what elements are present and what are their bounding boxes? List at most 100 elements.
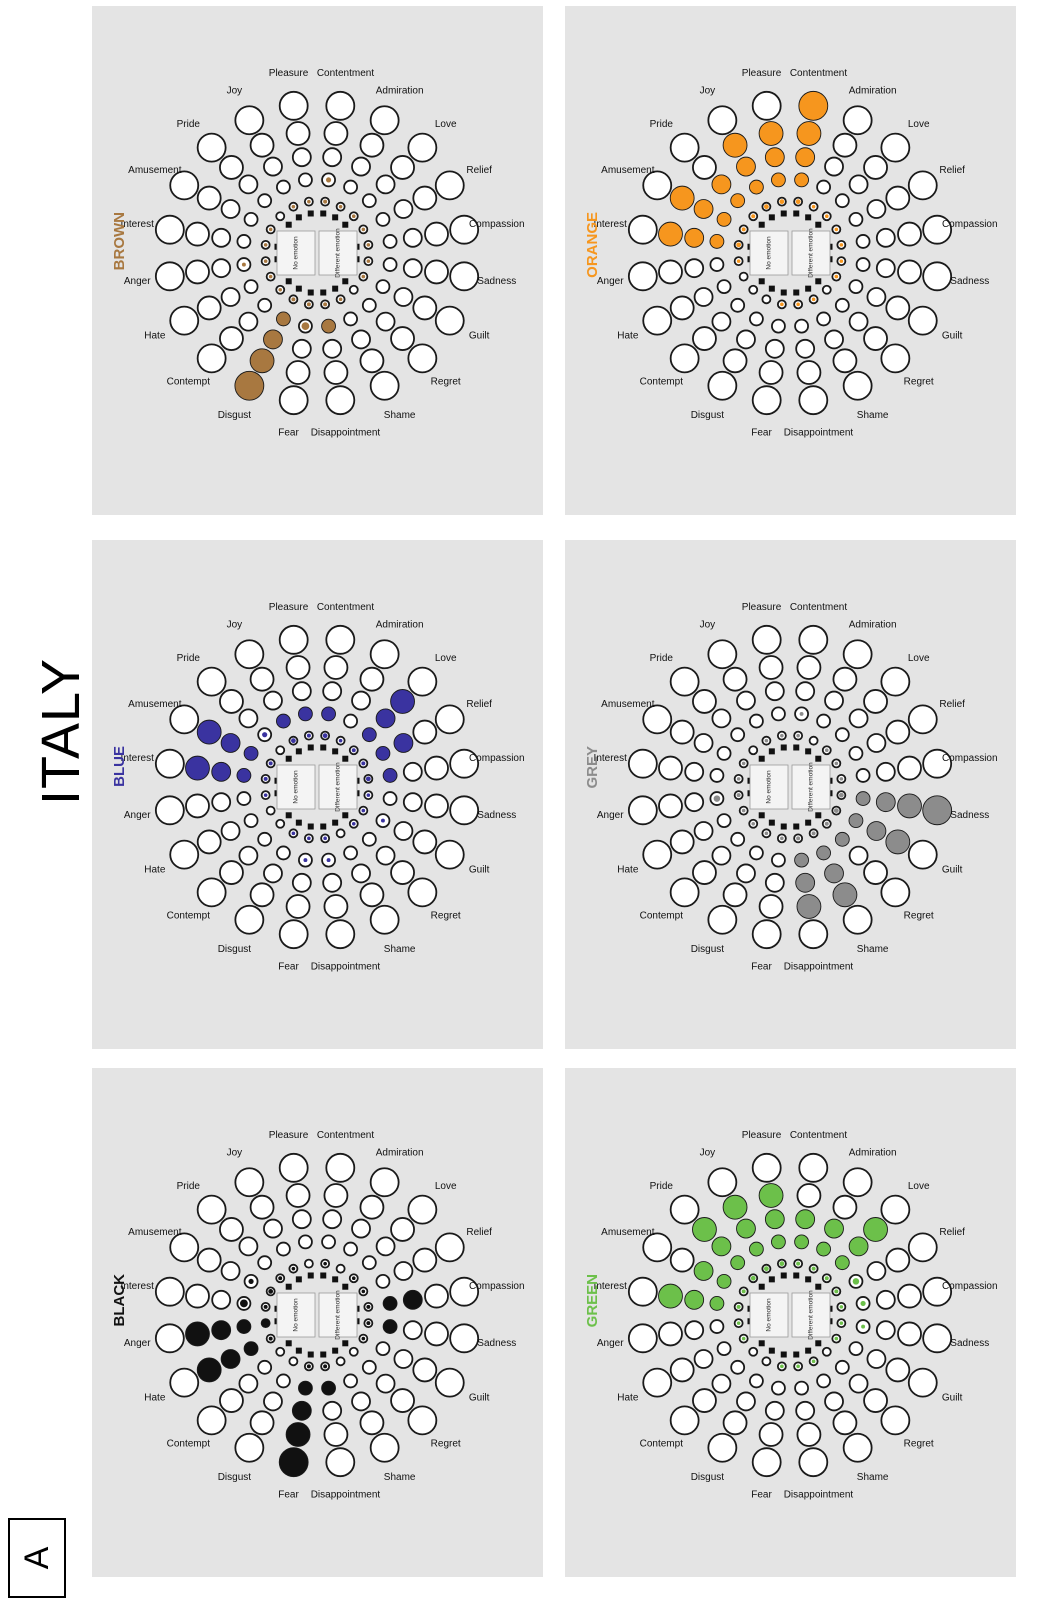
- emotion-label: Pleasure: [742, 68, 782, 79]
- response-dot: [876, 793, 895, 812]
- intensity-circle: [285, 655, 311, 680]
- neutral-marker: [332, 1347, 339, 1354]
- intensity-circle: [669, 343, 700, 374]
- response-dot: [796, 1364, 800, 1369]
- response-dot: [736, 1321, 741, 1325]
- response-dot: [303, 858, 308, 863]
- different-emotion-label: Different emotion: [335, 1290, 342, 1340]
- intensity-circle: [449, 261, 480, 292]
- neutral-marker: [342, 812, 349, 819]
- intensity-circle: [730, 1359, 746, 1375]
- neutral-marker: [342, 278, 349, 285]
- intensity-circle: [722, 882, 748, 908]
- response-dot: [276, 714, 290, 728]
- intensity-circle: [303, 1258, 314, 1269]
- neutral-marker: [307, 1351, 314, 1358]
- emotion-label: Compassion: [469, 1281, 525, 1292]
- emotion-label: Compassion: [942, 1281, 998, 1292]
- neutral-marker: [320, 744, 327, 751]
- color-name-title: GREY: [584, 746, 601, 789]
- intensity-circle: [361, 193, 377, 209]
- response-dot: [692, 1217, 716, 1241]
- emotion-label: Shame: [384, 944, 416, 955]
- emotion-label: Pleasure: [742, 602, 782, 613]
- intensity-circle: [711, 708, 732, 729]
- emotion-label: Disgust: [218, 410, 252, 421]
- neutral-marker: [815, 278, 822, 285]
- response-dot: [185, 756, 209, 780]
- response-dot: [197, 720, 221, 744]
- neutral-marker: [342, 221, 349, 228]
- emotion-label: Fear: [278, 961, 299, 972]
- neutral-marker: [307, 1272, 314, 1279]
- intensity-circle: [402, 1320, 423, 1341]
- intensity-circle: [322, 1400, 343, 1421]
- intensity-circle: [434, 704, 465, 735]
- intensity-circle: [375, 1341, 391, 1356]
- intensity-circle: [369, 1167, 400, 1198]
- center-box: [749, 1292, 789, 1338]
- response-dot: [861, 1324, 866, 1329]
- intensity-circle: [848, 845, 869, 866]
- intensity-circle: [323, 894, 349, 919]
- intensity-circle: [855, 234, 871, 249]
- center-box: [749, 230, 789, 276]
- emotion-label: Compassion: [942, 219, 998, 230]
- response-dot: [268, 761, 273, 766]
- response-dot: [323, 1261, 327, 1266]
- intensity-circle: [798, 1152, 829, 1183]
- intensity-circle: [412, 1357, 438, 1383]
- emotion-label: Anger: [124, 810, 151, 821]
- intensity-circle: [291, 872, 312, 893]
- response-dot: [241, 262, 246, 267]
- intensity-circle: [669, 666, 700, 697]
- intensity-circle: [325, 90, 356, 121]
- neutral-marker: [342, 1340, 349, 1347]
- intensity-circle: [692, 860, 717, 885]
- emotion-label: Disappointment: [311, 1489, 381, 1500]
- response-dot: [779, 1261, 785, 1267]
- intensity-circle: [684, 1320, 705, 1341]
- color-name-title: BLACK: [111, 1274, 128, 1327]
- response-dot: [713, 795, 721, 802]
- intensity-circle: [855, 768, 871, 783]
- neutral-marker: [758, 278, 765, 285]
- intensity-circle: [764, 872, 785, 893]
- emotion-label: Amusement: [601, 1227, 655, 1238]
- intensity-circle: [808, 735, 819, 746]
- response-dot: [749, 180, 763, 194]
- response-dot: [185, 1322, 209, 1346]
- intensity-circle: [220, 821, 241, 841]
- neutral-marker: [285, 755, 292, 762]
- intensity-circle: [684, 792, 705, 813]
- intensity-circle: [375, 1373, 396, 1394]
- neutral-marker: [295, 214, 302, 221]
- intensity-circle: [249, 1410, 275, 1436]
- intensity-circle: [863, 326, 888, 351]
- response-dot: [306, 733, 311, 738]
- emotion-label: Love: [435, 119, 457, 130]
- intensity-circle: [693, 821, 714, 841]
- response-dot: [736, 793, 741, 798]
- intensity-circle: [257, 1255, 273, 1271]
- intensity-circle: [154, 748, 185, 779]
- neutral-marker: [758, 755, 765, 762]
- response-dot: [835, 1256, 849, 1270]
- intensity-circle: [751, 385, 782, 416]
- emotion-label: Joy: [700, 1147, 716, 1158]
- intensity-circle: [692, 326, 717, 351]
- intensity-circle: [278, 919, 309, 950]
- intensity-circle: [922, 214, 953, 245]
- neutral-marker: [758, 1283, 765, 1290]
- response-dot: [749, 1242, 763, 1256]
- intensity-circle: [185, 1283, 210, 1309]
- response-dot: [796, 302, 800, 307]
- response-dot: [771, 173, 785, 187]
- wheel-panel-brown: Interest Amusement Pride Joy Pleasure Content…: [92, 6, 543, 515]
- response-dot: [262, 732, 268, 738]
- emotion-label: Pride: [650, 1181, 674, 1192]
- response-dot: [824, 821, 829, 826]
- response-dot: [291, 204, 296, 209]
- intensity-circle: [276, 1241, 291, 1257]
- neutral-marker: [815, 1340, 822, 1347]
